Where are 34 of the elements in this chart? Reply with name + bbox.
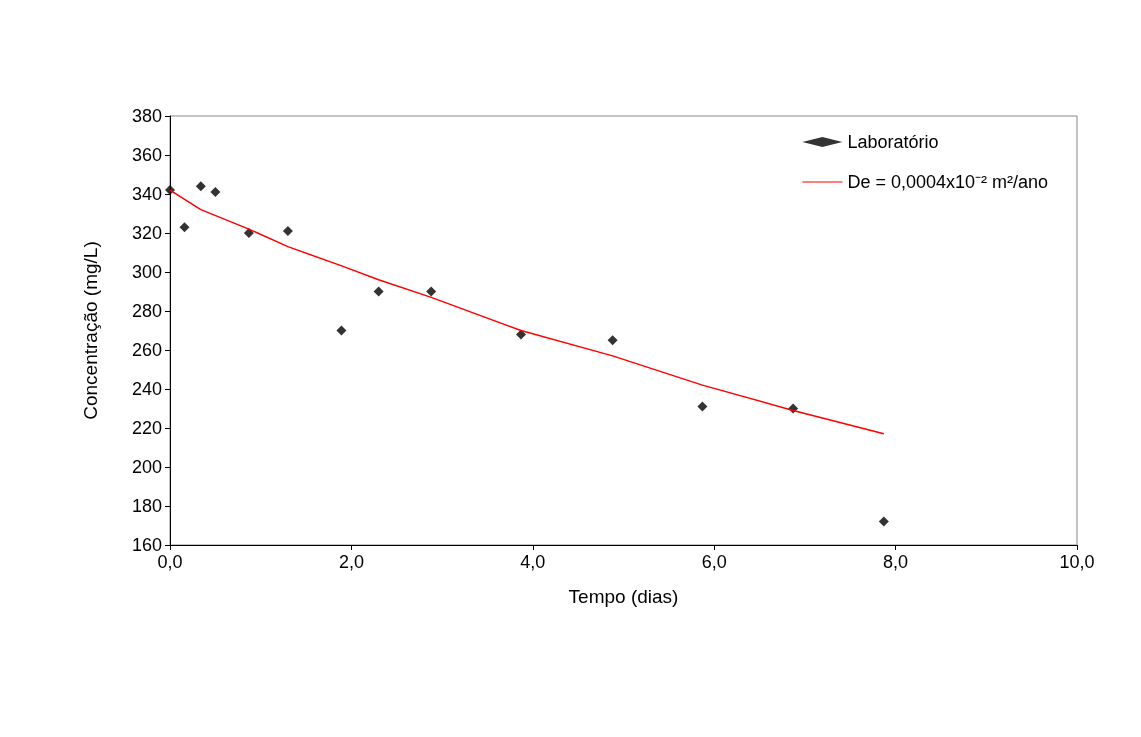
point [210,187,221,198]
point [426,286,437,297]
point [607,335,618,346]
y-tick-label: 300 [131,262,162,282]
legend-label: Laboratório [847,132,939,152]
x-tick-label: 8,0 [883,552,909,572]
point [878,516,889,527]
x-axis-title: Tempo (dias) [568,586,679,607]
y-tick-label: 360 [131,145,162,165]
x-tick-label: 2,0 [338,552,364,572]
y-tick-label: 180 [131,496,162,516]
y-tick-label: 280 [131,301,162,321]
point [243,228,254,238]
y-tick-label: 320 [131,223,162,243]
x-tick-label: 0,0 [157,552,183,572]
point [516,329,527,340]
y-tick-label: 220 [131,418,162,438]
x-tick-label: 10,0 [1059,552,1095,572]
y-tick-label: 240 [131,379,162,399]
legend-label: De = 0,0004x10⁻² m²/ano [847,172,1049,192]
point [282,226,293,237]
point [195,181,206,192]
x-tick-label: 4,0 [520,552,546,572]
point [373,286,384,297]
point [697,401,708,412]
y-tick-label: 200 [131,457,162,477]
y-tick-label: 380 [131,106,162,126]
y-tick-label: 340 [131,184,162,204]
y-tick-label: 260 [131,340,162,360]
x-tick-label: 6,0 [701,552,727,572]
point [336,325,347,336]
point [179,222,190,233]
y-tick-label: 160 [131,535,162,555]
y-axis-title: Concentração (mg/L) [80,241,101,420]
